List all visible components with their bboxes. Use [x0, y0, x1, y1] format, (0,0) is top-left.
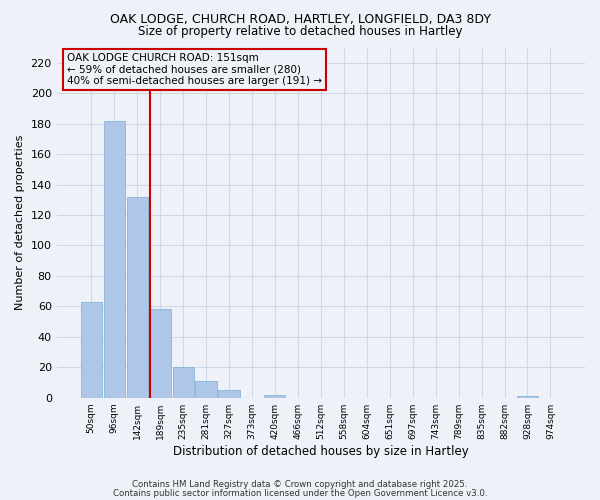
- Text: OAK LODGE CHURCH ROAD: 151sqm
← 59% of detached houses are smaller (280)
40% of : OAK LODGE CHURCH ROAD: 151sqm ← 59% of d…: [67, 53, 322, 86]
- Bar: [173, 368, 194, 398]
- Y-axis label: Number of detached properties: Number of detached properties: [15, 135, 25, 310]
- Bar: [265, 394, 286, 398]
- Bar: [517, 396, 538, 398]
- Text: Contains HM Land Registry data © Crown copyright and database right 2025.: Contains HM Land Registry data © Crown c…: [132, 480, 468, 489]
- Bar: [149, 310, 170, 398]
- Bar: [104, 120, 125, 398]
- Bar: [196, 381, 217, 398]
- Bar: [218, 390, 239, 398]
- Text: Contains public sector information licensed under the Open Government Licence v3: Contains public sector information licen…: [113, 488, 487, 498]
- Bar: [80, 302, 102, 398]
- X-axis label: Distribution of detached houses by size in Hartley: Distribution of detached houses by size …: [173, 444, 469, 458]
- Text: Size of property relative to detached houses in Hartley: Size of property relative to detached ho…: [138, 25, 462, 38]
- Bar: [127, 196, 148, 398]
- Text: OAK LODGE, CHURCH ROAD, HARTLEY, LONGFIELD, DA3 8DY: OAK LODGE, CHURCH ROAD, HARTLEY, LONGFIE…: [110, 12, 491, 26]
